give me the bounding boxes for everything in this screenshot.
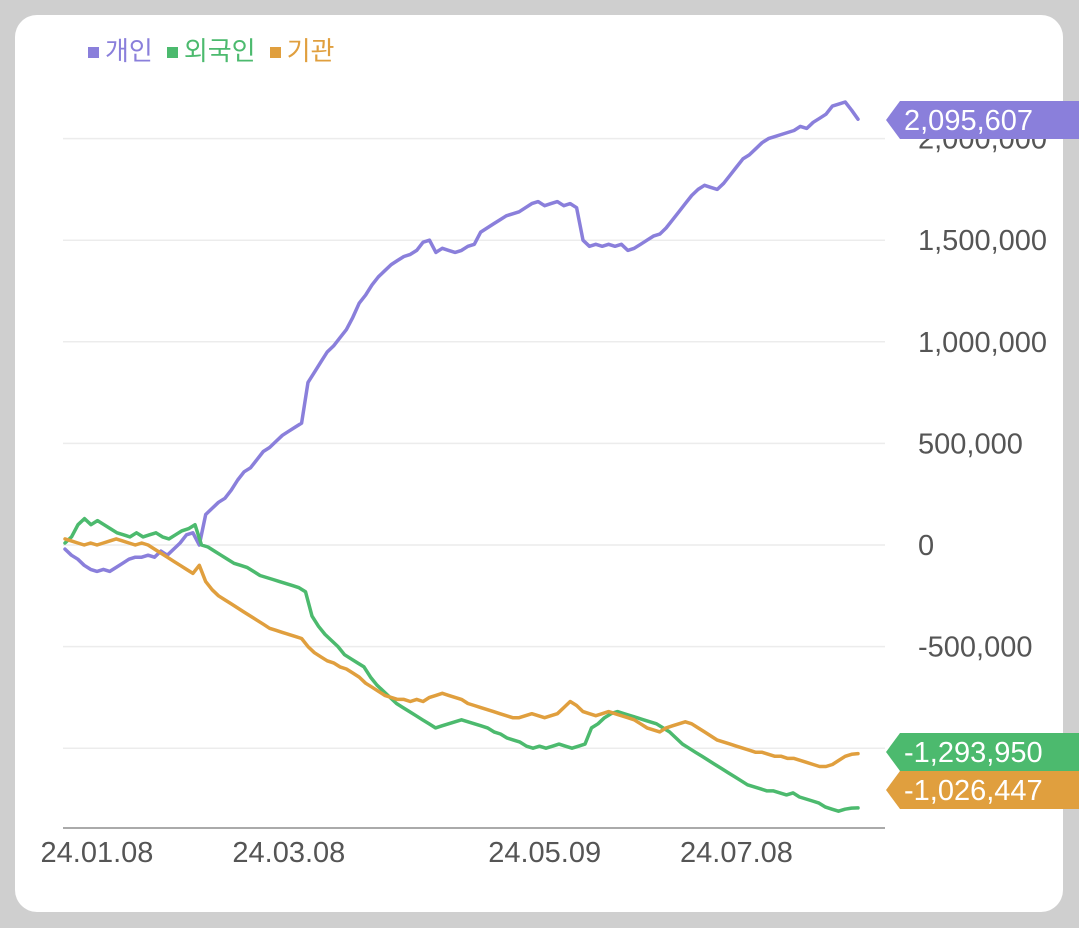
legend-label: 기관 <box>286 37 335 67</box>
legend-swatch <box>269 46 281 58</box>
end-value-label: 2,095,607 <box>904 105 1033 137</box>
legend-label: 외국인 <box>183 37 256 67</box>
x-tick-label: 24.05.09 <box>488 837 601 869</box>
legend-swatch <box>88 46 99 58</box>
legend-item: 기관 <box>269 35 335 69</box>
y-tick-label: 500,000 <box>918 428 1023 460</box>
series-line-1 <box>63 516 860 813</box>
y-tick-label: 1,500,000 <box>918 225 1047 257</box>
y-tick-label: 0 <box>918 530 934 562</box>
end-value-tag <box>886 101 1079 139</box>
x-tick-label: 24.03.08 <box>232 837 345 869</box>
series-line-0 <box>63 100 860 574</box>
end-value-tag <box>886 733 1079 771</box>
y-tick-label: 1,000,000 <box>918 327 1047 359</box>
legend-item: 외국인 <box>166 35 256 69</box>
end-value-tag <box>886 771 1079 809</box>
y-tick-label: -500,000 <box>918 632 1033 664</box>
end-value-label: -1,026,447 <box>904 775 1043 807</box>
series-line-2 <box>63 537 860 769</box>
end-value-label: -1,293,950 <box>904 737 1043 769</box>
chart-card <box>15 15 1063 912</box>
x-tick-label: 24.07.08 <box>680 837 793 869</box>
legend-item: 개인 <box>88 35 153 69</box>
x-tick-label: 24.01.08 <box>41 837 154 869</box>
legend-swatch <box>166 46 178 58</box>
chart-legend: 개인 외국인 기관 <box>88 35 334 69</box>
legend-label: 개인 <box>105 37 153 67</box>
